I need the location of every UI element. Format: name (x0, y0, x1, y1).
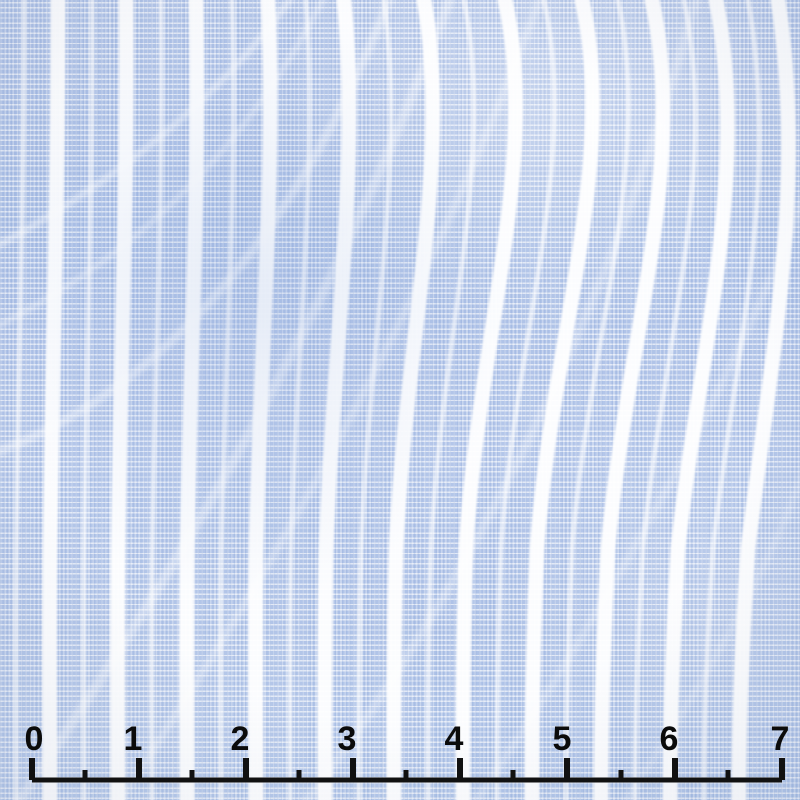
ruler-label-1: 1 (123, 720, 143, 758)
ruler-label-3: 3 (337, 720, 357, 758)
ruler-label-5: 5 (552, 720, 572, 758)
ruler-label-6: 6 (659, 720, 679, 758)
ruler-label-4: 4 (444, 720, 464, 758)
ruler-label-0: 0 (24, 720, 44, 758)
ruler-graphic (29, 758, 785, 783)
ruler-major-ticks (29, 758, 785, 780)
ruler-label-2: 2 (230, 720, 250, 758)
ruler-label-7: 7 (770, 720, 790, 758)
ruler-overlay: 0 1 2 3 4 5 6 7 (0, 700, 800, 800)
ruler-minor-ticks (82, 770, 731, 780)
